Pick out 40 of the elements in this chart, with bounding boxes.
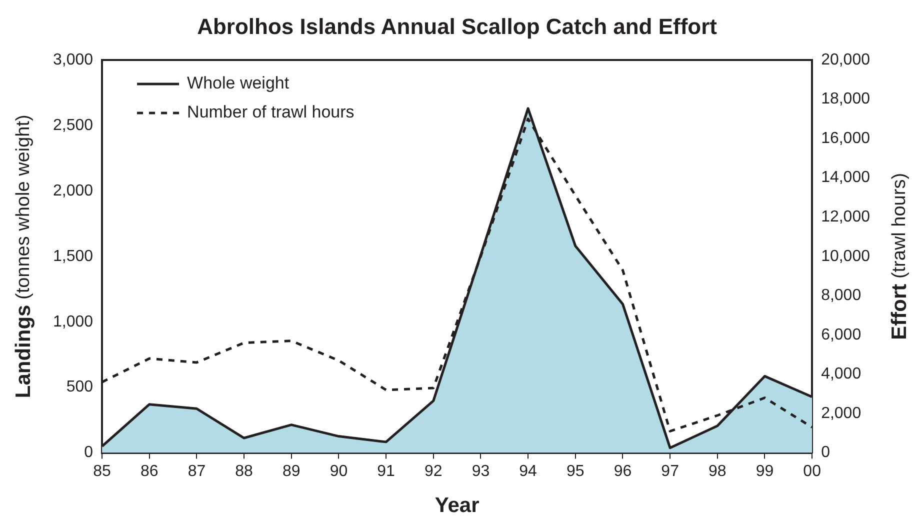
y2-tick-label: 6,000 (821, 326, 862, 344)
legend-label: Whole weight (187, 74, 290, 93)
y2-axis-title: Effort (trawl hours) (888, 172, 911, 340)
x-tick-label: 93 (472, 462, 490, 480)
x-tick-label: 85 (93, 462, 112, 480)
x-tick-label: 87 (188, 462, 206, 480)
legend-label: Number of trawl hours (187, 102, 354, 122)
x-tick-label: 99 (756, 462, 774, 480)
x-tick-label: 90 (330, 462, 348, 480)
x-tick-label: 86 (140, 462, 158, 480)
y-tick-label: 3,000 (52, 51, 94, 68)
y2-tick-label: 4,000 (821, 366, 862, 383)
y-tick-label: 500 (66, 378, 94, 396)
x-tick-label: 88 (235, 462, 254, 480)
y-tick-label: 1,500 (52, 248, 94, 265)
y2-tick-label: 16,000 (821, 130, 870, 147)
x-tick-label: 89 (282, 462, 300, 480)
y-tick-label: 2,000 (52, 182, 94, 200)
x-axis-title: Year (434, 494, 480, 517)
y2-tick-label: 8,000 (821, 287, 862, 304)
x-tick-label: 98 (708, 462, 726, 480)
chart-title: Abrolhos Islands Annual Scallop Catch and Effort (197, 14, 718, 40)
y-tick-label: 1,000 (52, 313, 94, 330)
y-tick-label: 0 (84, 444, 94, 462)
y2-tick-label: 0 (821, 444, 830, 462)
y-tick-label: 2,500 (52, 116, 94, 134)
y2-tick-label: 14,000 (821, 169, 870, 186)
x-tick-label: 92 (424, 462, 442, 480)
y2-tick-label: 18,000 (821, 90, 870, 108)
x-tick-label: 97 (661, 462, 680, 480)
y2-tick-label: 2,000 (821, 404, 862, 422)
y2-tick-label: 10,000 (821, 248, 870, 265)
y-axis-title: Landings (tonnes whole weight) (12, 114, 35, 398)
x-tick-label: 91 (377, 462, 396, 480)
x-tick-label: 94 (519, 462, 538, 480)
y2-tick-label: 20,000 (821, 51, 870, 68)
x-tick-label: 96 (614, 462, 632, 480)
x-tick-label: 00 (803, 462, 822, 480)
x-tick-label: 95 (566, 462, 584, 480)
y2-tick-label: 12,000 (821, 208, 870, 226)
